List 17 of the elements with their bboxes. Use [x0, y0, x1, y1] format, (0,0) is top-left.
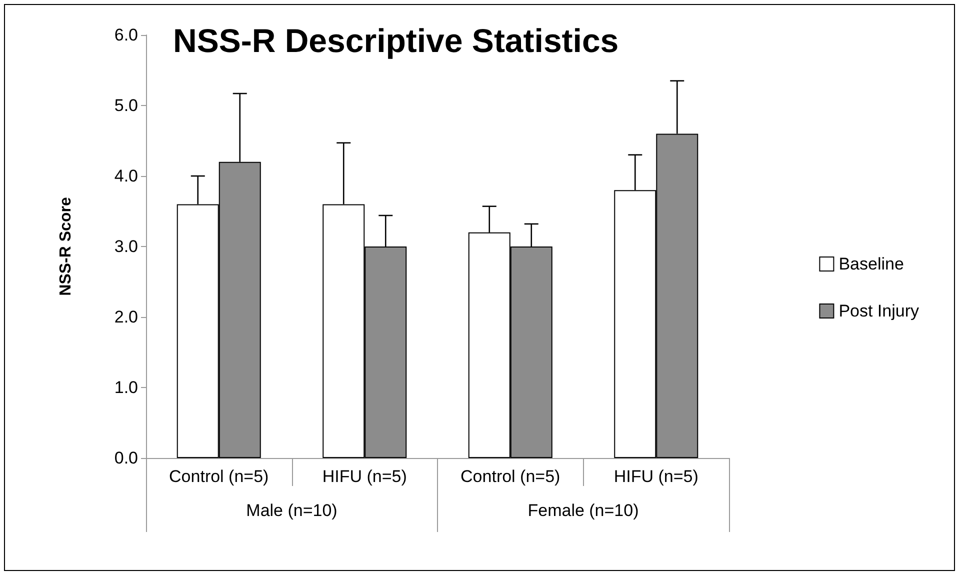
text: Female (n=10) — [528, 501, 639, 520]
legend-label: Post Injury — [838, 302, 920, 320]
y-tick-label: 4.0 — [114, 166, 138, 186]
legend-label: Baseline — [838, 254, 904, 274]
x-tick-label: Control (n=5) — [169, 467, 269, 486]
text: Male (n=10) — [246, 501, 338, 520]
y-tick-label: 1.0 — [114, 378, 138, 397]
y-tick-label: 6.0 — [114, 26, 138, 44]
y-tick-label: 3.0 — [114, 237, 138, 256]
y-tick-label: 5.0 — [114, 96, 138, 115]
x-tick-label: HIFU (n=5) — [322, 467, 407, 486]
x-tick-label: HIFU (n=5) — [614, 467, 698, 486]
x-tick-label: Control (n=5) — [460, 467, 560, 486]
y-tick-label: 0.0 — [114, 448, 138, 468]
y-tick-label: 2.0 — [114, 308, 138, 326]
chart-title: NSS-R Descriptive Statistics — [173, 22, 619, 59]
y-axis-title: NSS-R Score — [58, 197, 74, 296]
